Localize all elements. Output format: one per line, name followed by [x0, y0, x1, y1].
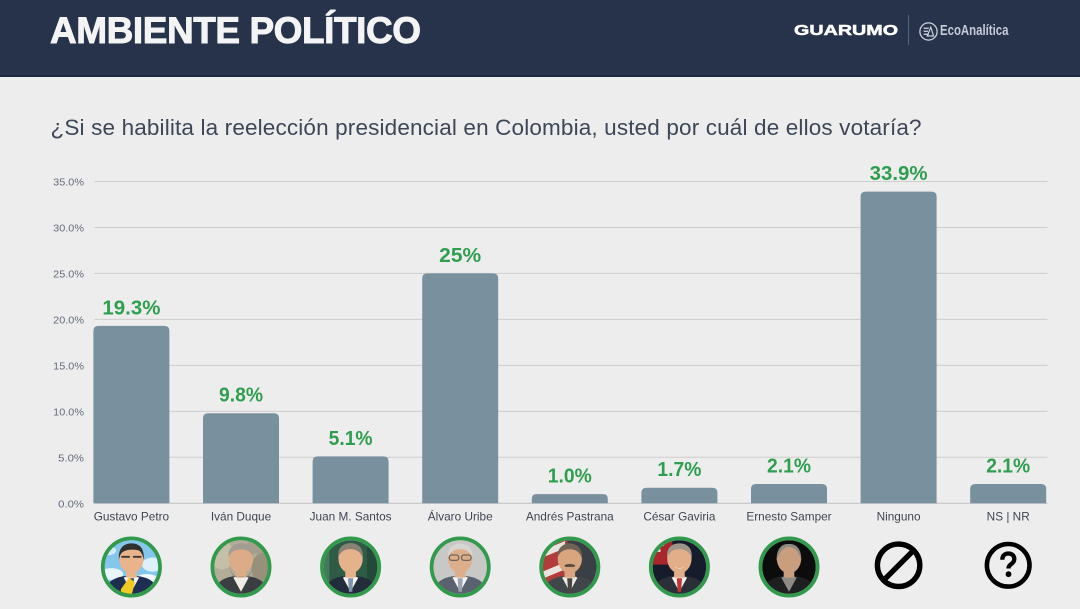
svg-text:1.0%: 1.0%: [548, 466, 592, 488]
svg-text:15.0%: 15.0%: [53, 362, 84, 373]
svg-text:5.0%: 5.0%: [58, 453, 84, 464]
svg-text:30.0%: 30.0%: [53, 224, 84, 235]
svg-text:9.8%: 9.8%: [219, 385, 263, 407]
svg-text:Juan M. Santos: Juan M. Santos: [310, 510, 392, 524]
svg-text:25%: 25%: [439, 245, 481, 267]
svg-text:NS | NR: NS | NR: [987, 510, 1030, 524]
svg-text:25.0%: 25.0%: [53, 270, 84, 281]
svg-text:10.0%: 10.0%: [53, 408, 84, 419]
svg-text:1.7%: 1.7%: [657, 459, 701, 481]
svg-text:Iván Duque: Iván Duque: [211, 510, 272, 524]
svg-text:5.1%: 5.1%: [329, 428, 373, 450]
svg-text:19.3%: 19.3%: [102, 297, 160, 319]
svg-text:Andrés Pastrana: Andrés Pastrana: [526, 510, 614, 524]
svg-text:33.9%: 33.9%: [870, 163, 928, 185]
svg-text:Ernesto Samper: Ernesto Samper: [746, 510, 831, 524]
svg-text:César Gaviria: César Gaviria: [643, 510, 716, 524]
svg-text:Gustavo Petro: Gustavo Petro: [94, 510, 170, 524]
svg-text:Ninguno: Ninguno: [877, 510, 921, 524]
svg-text:20.0%: 20.0%: [53, 316, 84, 327]
svg-text:35.0%: 35.0%: [53, 178, 84, 189]
svg-text:0.0%: 0.0%: [58, 499, 84, 510]
svg-text:Álvaro Uribe: Álvaro Uribe: [428, 510, 493, 524]
svg-text:2.1%: 2.1%: [986, 456, 1030, 478]
svg-text:2.1%: 2.1%: [767, 456, 811, 478]
